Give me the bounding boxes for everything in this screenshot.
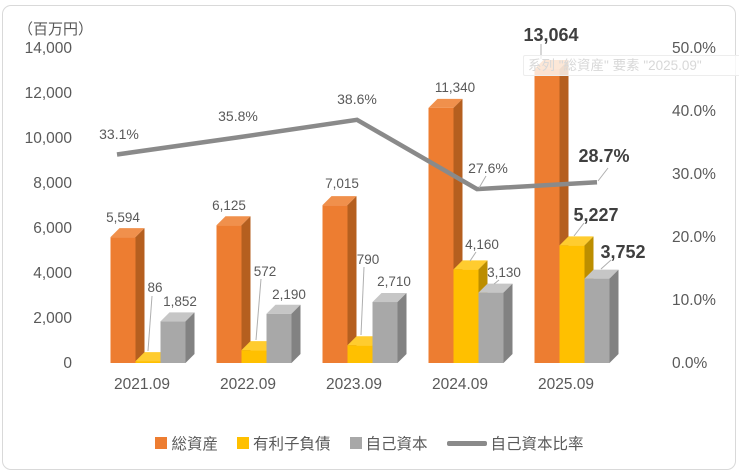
right-axis-tick-label: 40.0% xyxy=(672,103,716,120)
unit-label: （百万円） xyxy=(18,21,93,38)
value-label-equity-2021-09: 1,852 xyxy=(163,294,197,309)
bar-total-assets-2023-09[interactable] xyxy=(322,196,357,363)
legend-item-interest-bearing-debt[interactable]: 有利子負債 xyxy=(236,432,331,454)
legend-label-interest-bearing-debt: 有利子負債 xyxy=(252,436,331,453)
category-label: 2023.09 xyxy=(326,376,382,393)
label-leader-line xyxy=(360,266,365,336)
bar-interest-bearing-debt-2024-09[interactable] xyxy=(453,260,488,363)
category-label: 2022.09 xyxy=(220,376,276,393)
value-label-interest-bearing-debt-2023-09: 790 xyxy=(357,252,380,267)
legend-item-total-assets[interactable]: 総資産 xyxy=(155,432,218,454)
bar-equity-2021-09[interactable] xyxy=(160,312,195,363)
value-label-equity-2024-09: 3,130 xyxy=(487,265,521,280)
value-label-interest-bearing-debt-2024-09: 4,160 xyxy=(465,237,499,252)
right-axis-tick-label: 30.0% xyxy=(672,166,716,183)
label-leader-line xyxy=(573,222,585,237)
legend-label-total-assets: 総資産 xyxy=(171,436,218,453)
left-axis-tick-label: 0 xyxy=(63,355,72,372)
equity-ratio-line[interactable] xyxy=(116,117,598,192)
value-label-total-assets-2022-09: 6,125 xyxy=(212,198,246,213)
value-label-equity-2023-09: 2,710 xyxy=(377,274,411,289)
left-axis-tick-label: 2,000 xyxy=(33,310,72,327)
label-leader-line xyxy=(600,259,612,270)
value-label-total-assets-2024-09: 11,340 xyxy=(435,80,475,95)
value-label-interest-bearing-debt-2022-09: 572 xyxy=(254,264,277,279)
left-axis-tick-label: 10,000 xyxy=(25,130,73,147)
category-label: 2025.09 xyxy=(538,376,594,393)
right-axis-tick-label: 50.0% xyxy=(672,40,716,57)
left-axis-tick-label: 12,000 xyxy=(25,85,73,102)
legend-item-equity[interactable]: 自己資本 xyxy=(349,432,428,454)
label-leader-line xyxy=(469,251,477,262)
category-label: 2024.09 xyxy=(432,376,488,393)
percent-label-equity-ratio-2023-09: 38.6% xyxy=(337,91,377,107)
value-label-total-assets-2021-09: 5,594 xyxy=(106,210,140,225)
left-axis-tick-label: 8,000 xyxy=(33,175,72,192)
legend-swatch-total-assets xyxy=(155,437,168,449)
bar-equity-2022-09[interactable] xyxy=(266,304,301,363)
label-leader-line xyxy=(255,278,262,341)
legend-swatch-equity xyxy=(349,437,362,449)
label-leader-line xyxy=(493,279,500,285)
value-label-total-assets-2023-09: 7,015 xyxy=(325,176,359,191)
hover-tooltip: 系列 "総資産" 要素 "2025.09" xyxy=(523,55,739,76)
bar-total-assets-2025-09[interactable] xyxy=(534,60,569,364)
right-axis-tick-label: 20.0% xyxy=(672,229,716,246)
legend-swatch-interest-bearing-debt xyxy=(236,437,249,449)
percent-label-equity-ratio-2025-09: 28.7% xyxy=(578,146,629,166)
label-leader-line xyxy=(147,295,153,352)
bar-equity-2023-09[interactable] xyxy=(372,293,407,363)
bar-equity-2024-09[interactable] xyxy=(478,283,513,363)
left-axis-tick-label: 14,000 xyxy=(25,40,73,57)
label-leader-line xyxy=(597,167,609,182)
right-axis-tick-label: 10.0% xyxy=(672,292,716,309)
legend-swatch-equity-ratio-line xyxy=(446,440,487,446)
bar-equity-2025-09[interactable] xyxy=(584,269,619,363)
value-label-interest-bearing-debt-2021-09: 86 xyxy=(147,280,162,295)
percent-label-equity-ratio-2022-09: 35.8% xyxy=(218,108,258,124)
bar-total-assets-2021-09[interactable] xyxy=(110,228,145,363)
value-label-equity-2025-09: 3,752 xyxy=(600,242,645,262)
value-label-equity-2022-09: 2,190 xyxy=(272,287,306,302)
percent-label-equity-ratio-2021-09: 33.1% xyxy=(99,126,139,142)
legend-item-equity-ratio[interactable]: 自己資本比率 xyxy=(446,432,584,454)
label-leader-line xyxy=(478,175,487,189)
category-label: 2021.09 xyxy=(114,376,170,393)
value-label-interest-bearing-debt-2025-09: 5,227 xyxy=(573,205,618,225)
left-axis-tick-label: 4,000 xyxy=(33,265,72,282)
percent-label-equity-ratio-2024-09: 27.6% xyxy=(468,160,508,176)
right-axis-tick-label: 0.0% xyxy=(672,355,708,372)
left-axis-tick-label: 6,000 xyxy=(33,220,72,237)
chart-legend: 総資産 有利子負債 自己資本 自己資本比率 xyxy=(0,431,739,455)
legend-label-equity: 自己資本 xyxy=(365,436,428,453)
legend-label-equity-ratio: 自己資本比率 xyxy=(490,436,584,453)
bar-total-assets-2022-09[interactable] xyxy=(216,216,251,363)
value-label-total-assets-2025-09: 13,064 xyxy=(523,25,578,45)
